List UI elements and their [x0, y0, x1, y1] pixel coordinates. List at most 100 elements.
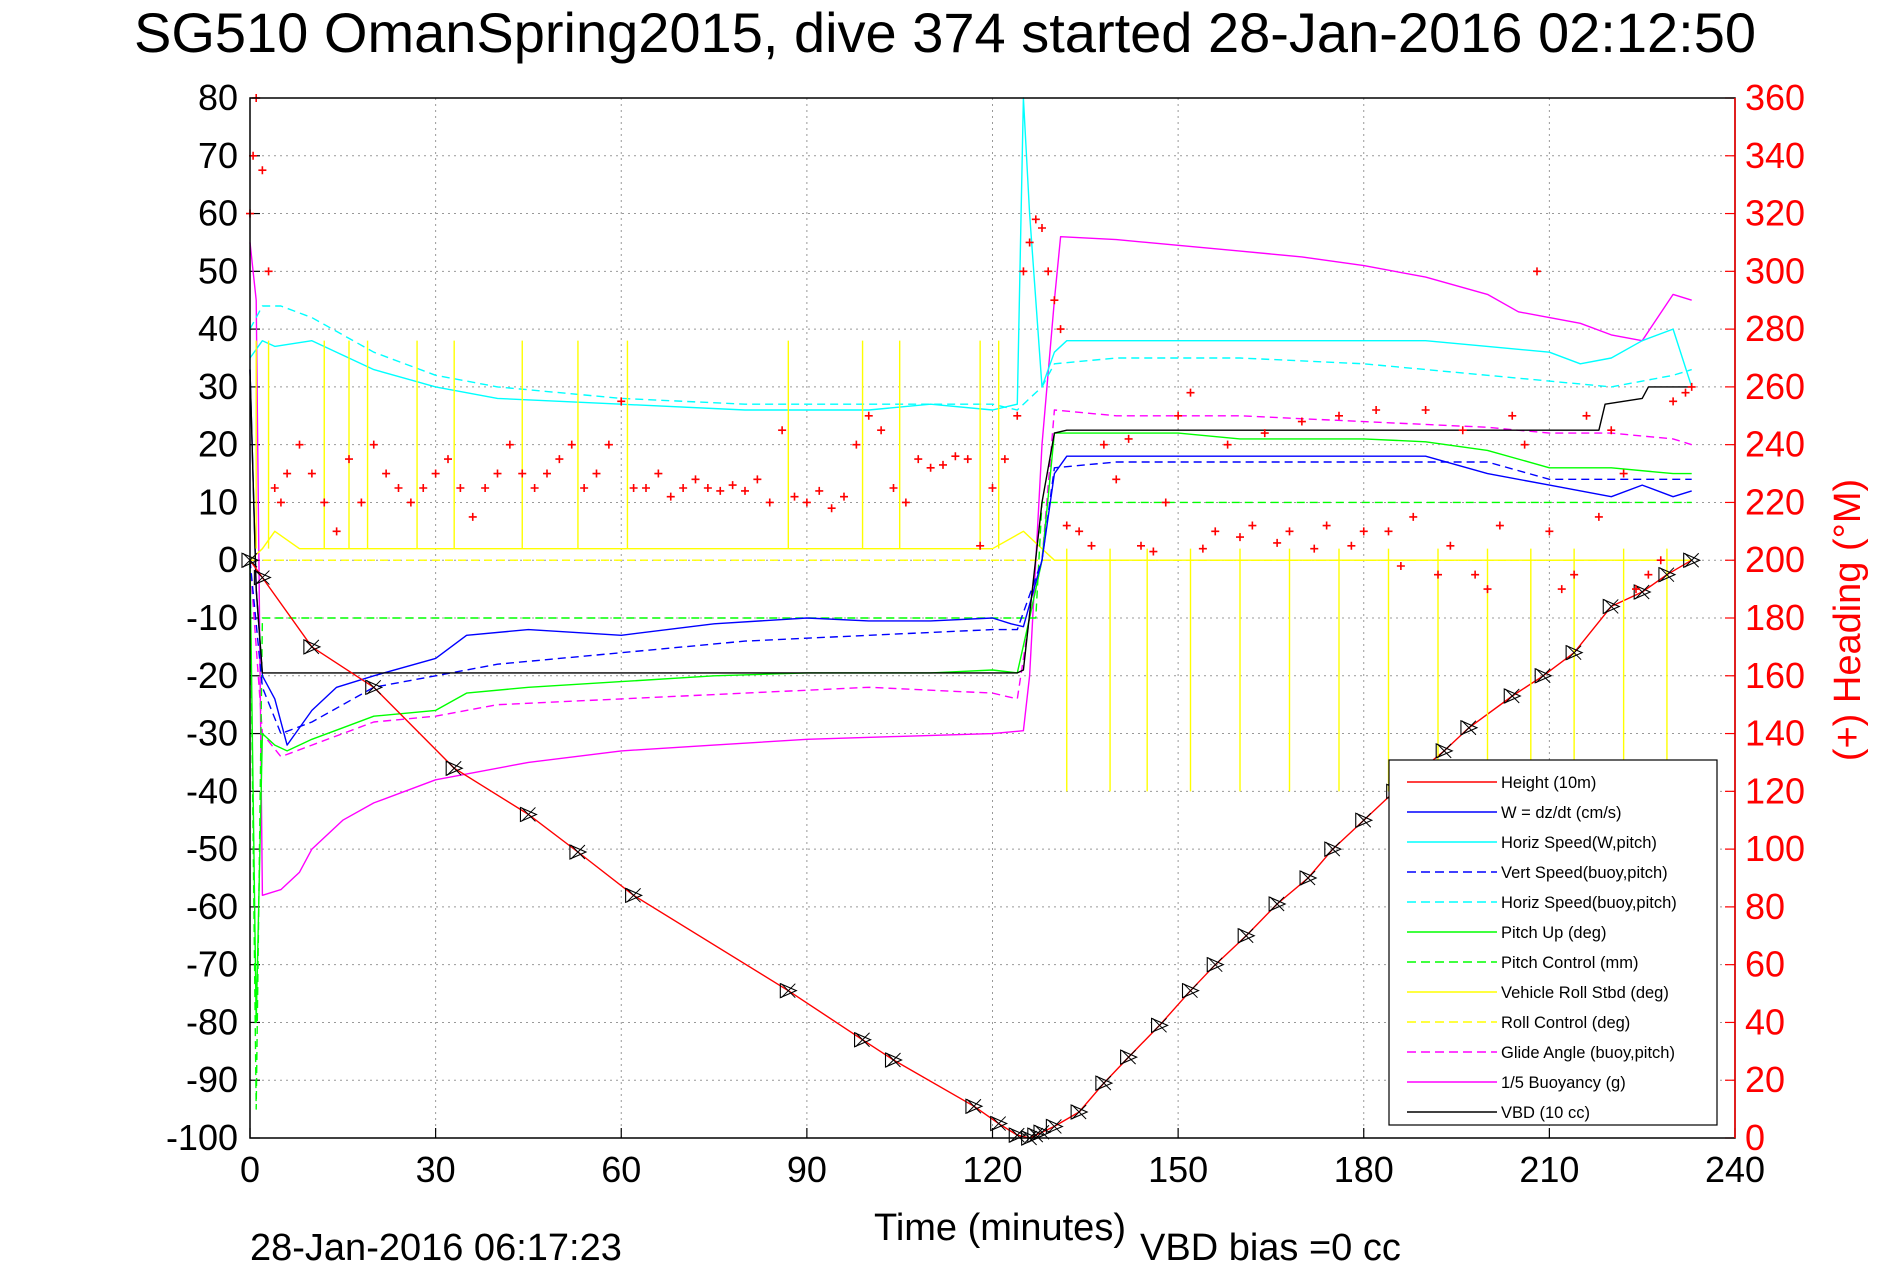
heading-point [1495, 521, 1504, 530]
height-marker [1565, 644, 1584, 661]
y-tick-label: -30 [186, 713, 238, 754]
height-marker [1181, 982, 1200, 999]
right-tick-label: 240 [1745, 424, 1805, 465]
right-tick-label: 260 [1745, 366, 1805, 407]
heading-point [270, 484, 279, 492]
height-marker [884, 1052, 903, 1068]
heading-point [1025, 238, 1034, 247]
y-tick-label: 60 [198, 193, 238, 234]
heading-point [1396, 562, 1405, 570]
footer-vbd-bias: VBD bias =0 cc [1140, 1227, 1401, 1262]
legend-item: Horiz Speed(W,pitch) [1407, 834, 1657, 852]
heading-point [1149, 547, 1158, 556]
heading-point [1112, 475, 1121, 484]
heading-point [617, 397, 626, 406]
right-tick-label: 300 [1745, 250, 1805, 291]
legend-label: Horiz Speed(W,pitch) [1501, 834, 1657, 852]
height-marker [1151, 1017, 1169, 1034]
height-marker [519, 806, 538, 823]
y-tick-label: -60 [186, 886, 238, 927]
heading-point [889, 484, 898, 492]
heading-point [827, 504, 836, 513]
heading-point [1075, 527, 1084, 536]
heading-point [1322, 521, 1331, 530]
right-tick-label: 60 [1745, 944, 1785, 985]
right-tick-label: 160 [1745, 655, 1805, 696]
heading-point [1044, 267, 1053, 276]
heading-point [592, 469, 601, 478]
heading-point [1520, 440, 1529, 449]
x-tick-label: 0 [240, 1149, 260, 1190]
heading-point [1297, 417, 1306, 426]
height-marker [1120, 1049, 1139, 1065]
heading-point [1087, 541, 1096, 550]
heading-point [1174, 411, 1183, 420]
right-tick-label: 120 [1745, 770, 1805, 811]
height-marker [569, 844, 588, 860]
legend-label: Glide Angle (buoy,pitch) [1501, 1044, 1675, 1062]
heading-point [1019, 267, 1028, 276]
heading-point [567, 440, 576, 449]
heading-point [543, 469, 551, 478]
heading-point [728, 481, 737, 490]
height-marker [1658, 566, 1677, 583]
heading-point [914, 455, 923, 464]
heading-point [1236, 533, 1244, 542]
heading-point [852, 440, 861, 449]
y-tick-label: 70 [198, 135, 238, 176]
heading-point [1619, 469, 1628, 478]
y-tick-label: -40 [186, 770, 238, 811]
series-roll [249, 530, 1692, 561]
y-tick-label: -80 [186, 1001, 238, 1042]
heading-point [840, 492, 848, 501]
right-axis-ticks: 3603403203002802602402202001801601401201… [1725, 77, 1805, 1158]
height-marker [253, 569, 272, 586]
heading-point [307, 469, 316, 478]
height-marker [1237, 927, 1256, 944]
plot-area [241, 94, 1702, 1146]
legend-item: W = dz/dt (cm/s) [1407, 804, 1622, 822]
y-tick-label: 10 [198, 481, 238, 522]
heading-point [703, 484, 712, 492]
x-tick-label: 60 [601, 1149, 641, 1190]
heading-point [394, 484, 403, 492]
heading-point [802, 498, 811, 507]
height-marker [779, 982, 798, 999]
heading-point [1570, 570, 1579, 579]
height-marker [1602, 598, 1621, 615]
heading-point [790, 492, 799, 501]
heading-point [1687, 382, 1696, 391]
x-axis-label: Time (minutes) [874, 1207, 1126, 1249]
legend-item: VBD (10 cc) [1407, 1104, 1590, 1122]
y-tick-label: -20 [186, 655, 238, 696]
heading-point [406, 498, 415, 507]
y-tick-label: 80 [198, 77, 238, 118]
x-tick-label: 210 [1519, 1149, 1579, 1190]
heading-point [357, 498, 366, 507]
heading-point [1421, 406, 1430, 414]
right-tick-label: 360 [1745, 77, 1805, 118]
heading-point [741, 486, 749, 495]
legend-label: Pitch Up (deg) [1501, 924, 1606, 942]
right-tick-label: 200 [1745, 539, 1805, 580]
legend-label: VBD (10 cc) [1501, 1104, 1590, 1122]
height-marker [625, 887, 643, 904]
heading-point [1248, 521, 1257, 530]
heading-point [926, 463, 935, 472]
legend-label: Height (10m) [1501, 774, 1596, 792]
heading-point [877, 426, 886, 435]
height-marker [1633, 584, 1652, 600]
heading-point [1211, 527, 1220, 536]
heading-point [1310, 544, 1319, 553]
right-tick-label: 20 [1745, 1059, 1785, 1100]
x-tick-label: 240 [1705, 1149, 1765, 1190]
heading-point [1409, 512, 1418, 521]
series-vert-buoy [249, 461, 1692, 735]
figure-title: SG510 OmanSpring2015, dive 374 started 2… [134, 1, 1756, 64]
legend-box [1388, 759, 1718, 1126]
bottom-axis-ticks: 0 30 60 90 120 150 180 210 240 [240, 1128, 1765, 1190]
heading-point [864, 411, 873, 420]
right-tick-label: 180 [1745, 597, 1805, 638]
heading-point [580, 484, 589, 492]
